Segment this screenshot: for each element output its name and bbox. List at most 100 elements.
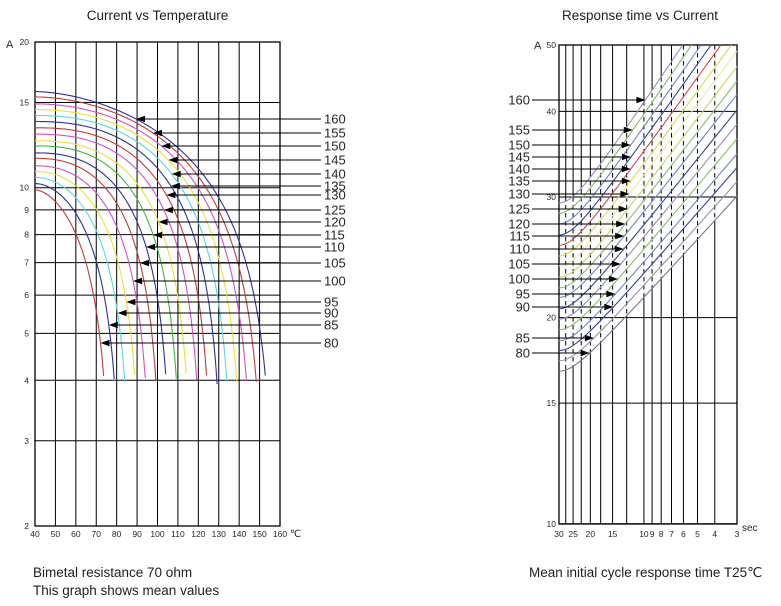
curve-label-115: 115	[324, 228, 345, 243]
x-tick-label: 140	[232, 529, 246, 539]
arrow-right-icon	[622, 153, 631, 161]
x-tick-label: 160	[273, 529, 287, 539]
x-tick-label: 60	[71, 529, 81, 539]
curve-label-85: 85	[324, 318, 338, 333]
current-vs-temperature-chart: 40 50 60 70 80 90 100 110 120 130 140 150 160 20 15 10 9…	[6, 37, 346, 540]
curve-label-90: 90	[516, 300, 530, 315]
curve-label-80: 80	[516, 346, 530, 361]
y-tick-label: 6	[24, 290, 29, 300]
arrow-left-icon	[117, 309, 127, 317]
y-tick-label: 2	[24, 521, 29, 531]
y-tick-label: 4	[24, 375, 29, 385]
x-tick-label: 5	[695, 529, 700, 539]
curve-label-100: 100	[324, 274, 346, 289]
curve-label-125: 125	[508, 202, 530, 217]
curve-90	[558, 167, 738, 352]
arrow-left-icon	[166, 191, 176, 199]
curve-label-95: 95	[516, 287, 530, 302]
x-gridlines-solid	[558, 45, 738, 524]
y-axis-unit: A	[534, 40, 542, 52]
y-tick-label: 3	[24, 436, 29, 446]
x-tick-label: 150	[252, 529, 266, 539]
curve-85	[34, 182, 115, 380]
plot-border	[558, 44, 738, 525]
curve-label-105: 105	[508, 257, 530, 272]
curve-80	[34, 189, 105, 376]
x-tick-label: 8	[659, 529, 664, 539]
right-chart-caption: Mean initial cycle response time T25℃	[529, 565, 763, 580]
arrow-left-icon	[146, 243, 156, 251]
curve-80	[558, 195, 738, 372]
curve-label-105: 105	[324, 256, 346, 271]
curve-label-155: 155	[324, 126, 346, 141]
arrow-right-icon	[580, 349, 590, 357]
curve-130	[35, 127, 208, 376]
left-chart-caption-line2: This graph shows mean values	[33, 583, 220, 598]
curve-90	[34, 176, 126, 383]
curve-130	[558, 50, 738, 267]
curve-label-100: 100	[508, 272, 530, 287]
curve-label-120: 120	[324, 215, 346, 230]
arrow-right-icon	[618, 205, 628, 213]
y-tick-label: 7	[24, 258, 29, 268]
curve-135	[558, 44, 732, 257]
x-tick-label: 20	[586, 529, 596, 539]
arrow-right-icon	[616, 220, 626, 228]
curve-label-160: 160	[324, 112, 346, 127]
curve-label-160: 160	[508, 93, 530, 108]
y-tick-label: 15	[20, 97, 30, 107]
curve-120	[35, 140, 187, 374]
y-tick-label: 15	[547, 398, 557, 408]
left-chart-caption-line1: Bimetal resistance 70 ohm	[33, 565, 193, 580]
x-tick-label: 9	[650, 529, 655, 539]
curve-label-130: 130	[324, 188, 346, 203]
curve-label-90: 90	[324, 306, 338, 321]
curve-label-150: 150	[508, 138, 530, 153]
curve-100	[35, 165, 146, 379]
x-axis-unit: sec	[742, 523, 758, 534]
curve-155	[35, 96, 257, 382]
arrow-left-icon	[170, 182, 180, 190]
curve-110	[558, 109, 738, 310]
curve-155	[558, 44, 693, 214]
curve-95	[558, 153, 738, 342]
arrow-left-icon	[168, 156, 178, 164]
x-tick-label: 4	[712, 529, 717, 539]
y-tick-label: 8	[24, 230, 29, 240]
x-tick-label: 110	[171, 529, 185, 539]
curve-label-115: 115	[509, 229, 530, 244]
curve-label-95: 95	[324, 295, 338, 310]
curve-label-150: 150	[324, 139, 346, 154]
x-tick-label: 15	[608, 529, 618, 539]
y-tick-label: 10	[20, 183, 30, 193]
arrow-left-icon	[153, 231, 163, 239]
curve-125	[35, 133, 198, 381]
arrow-right-icon	[615, 232, 625, 240]
arrow-right-icon	[606, 290, 616, 298]
y-tick-label: 5	[24, 328, 29, 338]
curve-140	[35, 114, 228, 382]
x-tick-label: 30	[554, 529, 564, 539]
curve-label-135: 135	[508, 174, 530, 189]
arrow-right-icon	[636, 96, 646, 104]
arrow-right-icon	[621, 165, 631, 173]
arrow-right-icon	[611, 260, 621, 268]
curve-150	[35, 103, 248, 382]
arrow-right-icon	[604, 303, 614, 311]
curve-label-140: 140	[324, 167, 346, 182]
y-axis-unit: A	[6, 39, 14, 51]
x-gridlines-dashed	[559, 45, 737, 372]
curve-label-110: 110	[324, 240, 345, 255]
curve-label-85: 85	[516, 331, 530, 346]
x-tick-label: 120	[191, 529, 205, 539]
curve-115	[35, 145, 177, 379]
x-tick-label: 130	[212, 529, 226, 539]
curve-115	[558, 94, 738, 299]
curve-label-145: 145	[324, 153, 346, 168]
curve-label-125: 125	[324, 203, 346, 218]
y-tick-label: 9	[24, 205, 29, 215]
y-tick-label: 20	[20, 37, 30, 47]
arrow-left-icon	[108, 321, 118, 329]
curve-label-145: 145	[508, 150, 530, 165]
plot-border	[34, 41, 281, 527]
